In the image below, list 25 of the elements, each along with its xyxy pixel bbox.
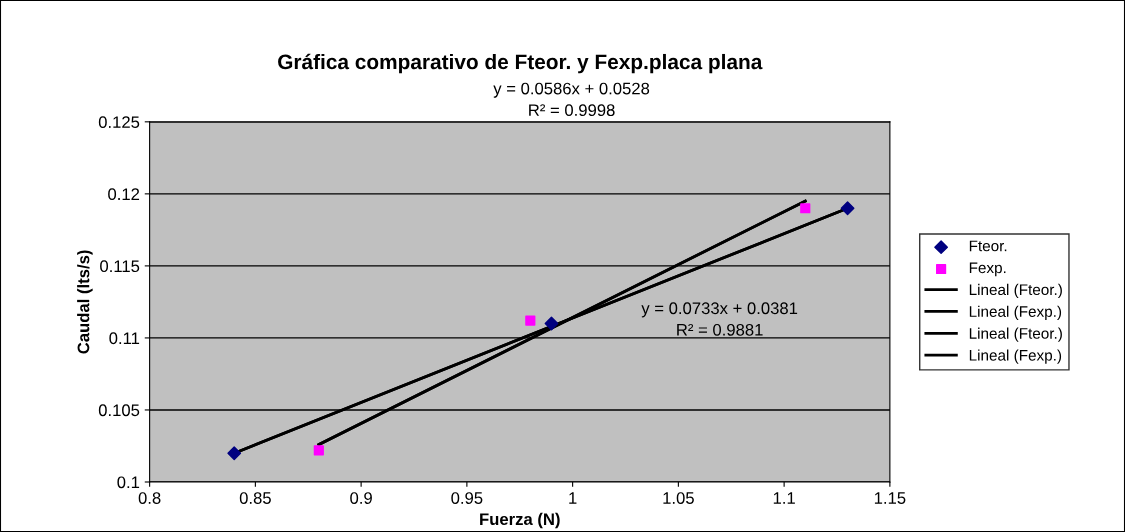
x-tick-label: 1.1	[773, 492, 795, 504]
legend-label: Fexp.	[969, 262, 1006, 277]
legend-label: Lineal (Fteor.)	[969, 327, 1062, 342]
legend-label: Lineal (Fexp.)	[969, 349, 1062, 364]
y-tick-label: 0.105	[98, 404, 140, 417]
chart-title: Gráfica comparativo de Fteor. y Fexp.placa plana	[278, 53, 763, 74]
legend-label: Fteor.	[969, 240, 1007, 252]
x-tick-label: 0.95	[451, 492, 483, 504]
x-axis-title: Fuerza (N)	[480, 512, 560, 529]
legend-label: Lineal (Fexp.)	[969, 305, 1062, 320]
y-tick-label: 0.11	[109, 332, 140, 345]
y-tick-label: 0.125	[98, 116, 140, 129]
x-tick-label: 0.85	[239, 492, 271, 504]
text: y = 0.0586x + 0.0528 R² = 0.9998	[493, 82, 650, 117]
y-axis-title: Caudal (lts/s)	[77, 250, 93, 354]
x-tick-label: 0.9	[350, 492, 372, 504]
x-tick-label: 0.8	[138, 492, 161, 504]
x-tick-label: 1.15	[874, 492, 906, 504]
x-tick-label: 1.05	[663, 492, 694, 504]
annotation: y = 0.0733x + 0.0381 R² = 0.9881	[641, 302, 798, 336]
y-tick-label: 0.115	[100, 260, 140, 273]
y-tick-label: 0.12	[108, 188, 140, 201]
y-tick-label: 0.1	[117, 476, 140, 489]
x-tick-label: 1	[569, 492, 577, 504]
legend-label: Lineal (Fteor.)	[969, 283, 1062, 299]
